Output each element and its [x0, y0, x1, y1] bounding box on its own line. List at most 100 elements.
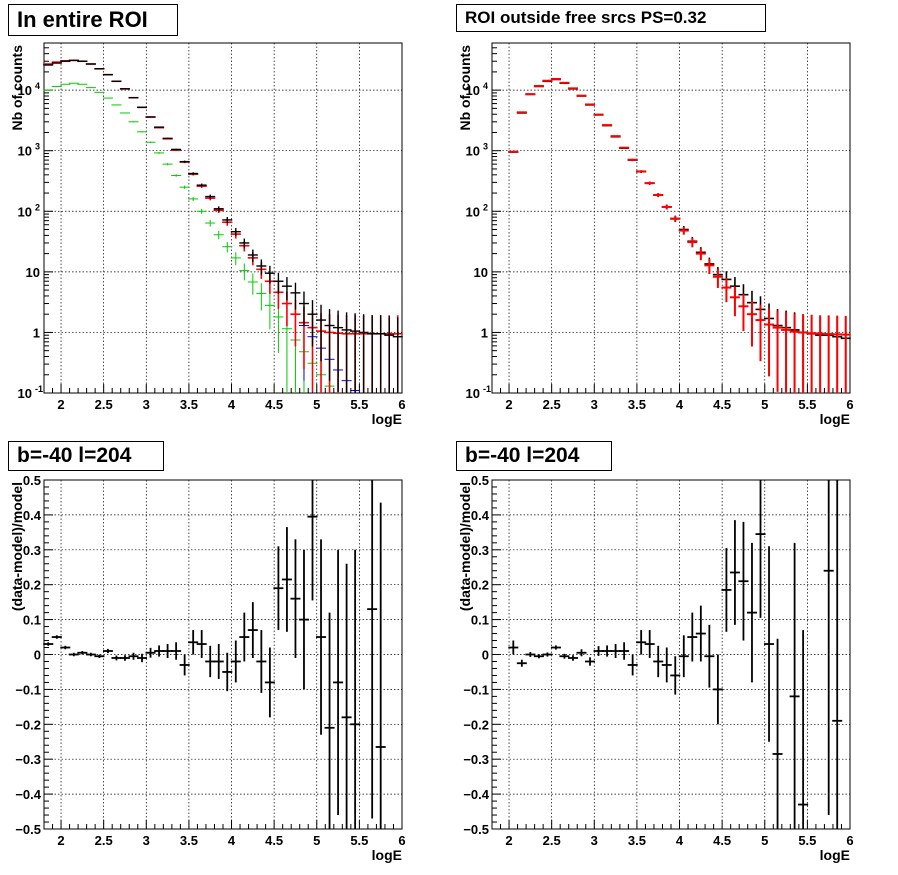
- x-tick-label: 4.5: [265, 833, 283, 848]
- model-green-point: [222, 242, 233, 253]
- x-tick-label: 4: [228, 397, 236, 412]
- data-point: [128, 97, 139, 99]
- residual-point: [636, 630, 647, 655]
- model-green-point: [196, 208, 207, 215]
- model-green-point: [171, 174, 182, 177]
- residual-point: [324, 612, 335, 829]
- model-red-point: [636, 170, 647, 173]
- residual-point: [341, 563, 352, 829]
- model-red-point: [806, 314, 817, 393]
- x-tick-label: 6: [846, 833, 853, 848]
- y-tick-exponent: 2: [483, 202, 488, 212]
- y-axis-label: (data-model)/model: [9, 482, 25, 611]
- model-green-point: [247, 273, 258, 295]
- data-point: [196, 183, 207, 187]
- y-tick-label: 0.2: [23, 578, 41, 593]
- data-point: [290, 282, 301, 310]
- residual-point: [687, 612, 698, 662]
- model-red-point: [832, 315, 843, 393]
- data-point: [179, 160, 190, 163]
- x-tick-label: 3.5: [180, 833, 198, 848]
- residual-point: [576, 649, 587, 657]
- y-tick-exponent: 4: [35, 81, 40, 91]
- data-point: [324, 308, 335, 381]
- y-tick-label: −0.5: [463, 822, 489, 837]
- residual-point: [137, 653, 148, 663]
- model-green-point: [111, 104, 122, 106]
- residual-point: [550, 645, 561, 650]
- residual-point: [653, 645, 664, 678]
- model-green-point: [137, 131, 148, 133]
- residual-point: [307, 480, 318, 601]
- y-tick-label: 10: [18, 386, 32, 401]
- residual-point: [619, 642, 630, 660]
- x-tick-label: 3: [591, 397, 598, 412]
- data-point: [341, 312, 352, 393]
- data-point: [247, 249, 258, 262]
- residual-point: [60, 645, 71, 650]
- data-point: [298, 291, 309, 327]
- model-red-point: [738, 293, 749, 331]
- residual-point: [171, 642, 182, 660]
- x-tick-label: 5: [313, 397, 320, 412]
- residual-point: [610, 644, 621, 658]
- model-red-point: [670, 215, 681, 223]
- y-tick-label: 0: [482, 648, 489, 663]
- y-tick-label: 10: [466, 386, 480, 401]
- residual-point: [567, 655, 578, 661]
- y-tick-label: −0.3: [15, 752, 41, 767]
- residual-point: [695, 605, 706, 662]
- model-red-point: [772, 310, 783, 392]
- residual-point: [230, 640, 241, 683]
- y-axis-label: Nb of counts: [9, 45, 25, 131]
- residual-point: [746, 542, 757, 683]
- model-green-point: [102, 97, 113, 99]
- residual-point: [162, 644, 173, 658]
- x-tick-label: 3.5: [180, 397, 198, 412]
- data-point: [188, 172, 199, 175]
- y-tick-label: −0.1: [463, 682, 489, 697]
- y-tick-label: −0.4: [463, 787, 489, 802]
- data-point: [137, 106, 148, 109]
- residual-point: [239, 612, 250, 662]
- model-red-point: [644, 181, 655, 185]
- data-point: [239, 238, 250, 249]
- y-tick-label: 10: [474, 265, 488, 280]
- data-point: [119, 88, 130, 90]
- residual-point: [290, 539, 301, 658]
- residual-point: [661, 647, 672, 683]
- model-green-point: [43, 89, 54, 91]
- y-tick-label: 0.3: [23, 543, 41, 558]
- y-tick-label: −0.1: [15, 682, 41, 697]
- residual-point: [316, 539, 327, 735]
- model-green-point: [179, 185, 190, 189]
- x-tick-label: 4: [676, 397, 684, 412]
- model-green-point: [119, 112, 130, 114]
- data-point: [307, 300, 318, 347]
- residual-point: [525, 652, 536, 657]
- x-tick-label: 3: [143, 833, 150, 848]
- x-tick-label: 5: [761, 397, 768, 412]
- residual-point: [94, 654, 105, 658]
- data-point: [264, 265, 275, 284]
- x-tick-label: 3: [143, 397, 150, 412]
- data-point: [316, 304, 327, 362]
- residual-point: [593, 646, 604, 656]
- panel-title-entire-roi: In entire ROI: [8, 4, 178, 36]
- residual-point: [196, 630, 207, 658]
- residual-point: [281, 527, 292, 632]
- y-tick-label: 0.3: [471, 543, 489, 558]
- residual-point: [145, 647, 156, 658]
- residual-point: [644, 630, 655, 658]
- x-tick-label: 2.5: [543, 833, 561, 848]
- model-green-point: [230, 252, 241, 266]
- residual-point: [712, 654, 723, 725]
- model-red-point: [798, 314, 809, 393]
- model-green-point: [145, 141, 156, 143]
- x-tick-label: 3: [591, 833, 598, 848]
- y-tick-label: 1: [33, 325, 40, 340]
- model-red-point: [610, 135, 621, 138]
